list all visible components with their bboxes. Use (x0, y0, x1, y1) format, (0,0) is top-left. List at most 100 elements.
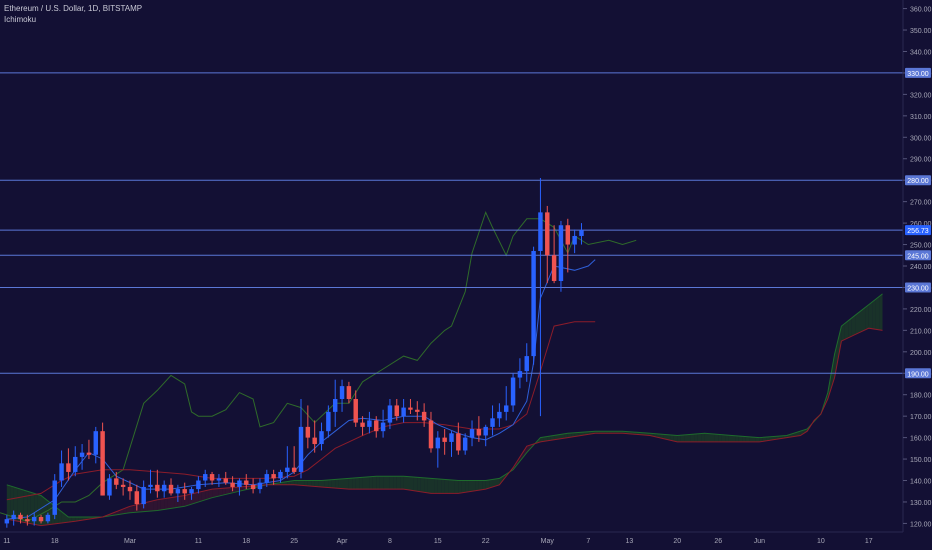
candle (551, 225, 557, 284)
cloud-segment (321, 480, 325, 488)
candle (442, 429, 447, 455)
candle (415, 401, 420, 421)
price-tick-label: 300.00 (910, 135, 932, 142)
candle-body (203, 474, 208, 481)
candle (161, 480, 167, 498)
price-tick-label: 170.00 (910, 414, 932, 421)
time-tick-label: 26 (714, 538, 722, 545)
candle (291, 446, 297, 475)
price-tick-label: 140.00 (910, 479, 932, 486)
cloud-segment (140, 503, 144, 512)
cloud-segment (10, 485, 14, 521)
price-badge-256.73 (905, 225, 931, 236)
price-tick-label: 150.00 (910, 457, 932, 464)
cloud-segment (386, 476, 390, 490)
candle (339, 379, 345, 412)
candle (100, 422, 105, 496)
price-tick-label: 270.00 (910, 200, 932, 207)
indicator-label[interactable]: Ichimoku (4, 15, 37, 24)
candle (209, 471, 215, 485)
cloud-segment (605, 431, 609, 434)
cloud-segment (838, 326, 842, 360)
cloud-segment (489, 479, 493, 488)
candle (579, 223, 584, 245)
cloud-segment (345, 478, 349, 490)
cloud-segment (78, 517, 83, 521)
symbol-title[interactable]: Ethereum / U.S. Dollar, 1D, BITSTAMP (4, 4, 143, 13)
cloud-segment (376, 476, 380, 490)
candle-body (291, 467, 297, 472)
cloud-segment (171, 497, 175, 509)
cloud-segment (160, 498, 165, 510)
cloud-segment (567, 433, 572, 438)
cloud-segment (30, 492, 35, 525)
cloud-segment (198, 491, 202, 502)
cloud-segment (218, 488, 223, 497)
candle (490, 405, 495, 436)
cloud-segment (526, 445, 531, 453)
time-tick-label: 18 (242, 538, 250, 545)
candle-body (545, 212, 550, 256)
cloud-segment (232, 487, 236, 493)
candle (346, 381, 352, 404)
candle-body (86, 452, 92, 455)
cloud-segment (434, 478, 438, 494)
candle-body (504, 405, 509, 412)
candle-body (415, 409, 420, 412)
candle-body (168, 484, 174, 494)
cloud-segment (687, 434, 691, 442)
price-tick-label: 220.00 (910, 307, 932, 314)
cloud-segment (195, 492, 199, 503)
candle-body (257, 482, 263, 490)
candle-body (175, 489, 181, 494)
candle-body (476, 429, 482, 436)
price-badge-label: 245.00 (907, 253, 929, 260)
cloud-segment (465, 480, 469, 493)
candle (127, 480, 133, 500)
candle-body (18, 514, 23, 520)
candle-body (79, 452, 85, 457)
cloud-segment (749, 436, 753, 442)
cloud-segment (362, 477, 366, 490)
candle (175, 484, 181, 502)
cloud-segment (61, 511, 65, 523)
candle (4, 514, 10, 528)
candle (565, 218, 571, 273)
candle-body (25, 519, 30, 522)
candle-body (161, 484, 167, 492)
cloud-segment (673, 435, 678, 442)
cloud-segment (212, 488, 216, 498)
price-badge-label: 230.00 (907, 285, 929, 292)
cloud-segment (858, 310, 862, 333)
price-tick-label: 240.00 (910, 264, 932, 271)
time-tick-label: 10 (817, 538, 825, 545)
candle (298, 399, 304, 479)
candle (332, 379, 338, 427)
cloud-segment (311, 480, 315, 487)
cloud-segment (728, 435, 732, 442)
cloud-segment (400, 476, 404, 490)
candle (93, 426, 98, 464)
tenkan-line (6, 259, 596, 520)
candle-body (189, 489, 194, 494)
candle-body (572, 235, 577, 245)
cloud-segment (58, 508, 62, 524)
candle-body (394, 405, 399, 417)
cloud-segment (851, 315, 856, 337)
candle (11, 510, 16, 526)
cloud-segment (112, 511, 117, 516)
cloud-segment (417, 477, 421, 492)
cloud-segment (496, 478, 500, 486)
candle-body (428, 420, 434, 449)
cloud-segment (475, 480, 479, 491)
cloud-segment (718, 434, 722, 442)
price-tick-label: 130.00 (910, 500, 932, 507)
candle-body (250, 484, 256, 490)
candle (462, 433, 468, 455)
candle-body (497, 411, 502, 419)
cloud-segment (872, 299, 876, 330)
candle (189, 486, 194, 500)
candle (120, 478, 126, 496)
